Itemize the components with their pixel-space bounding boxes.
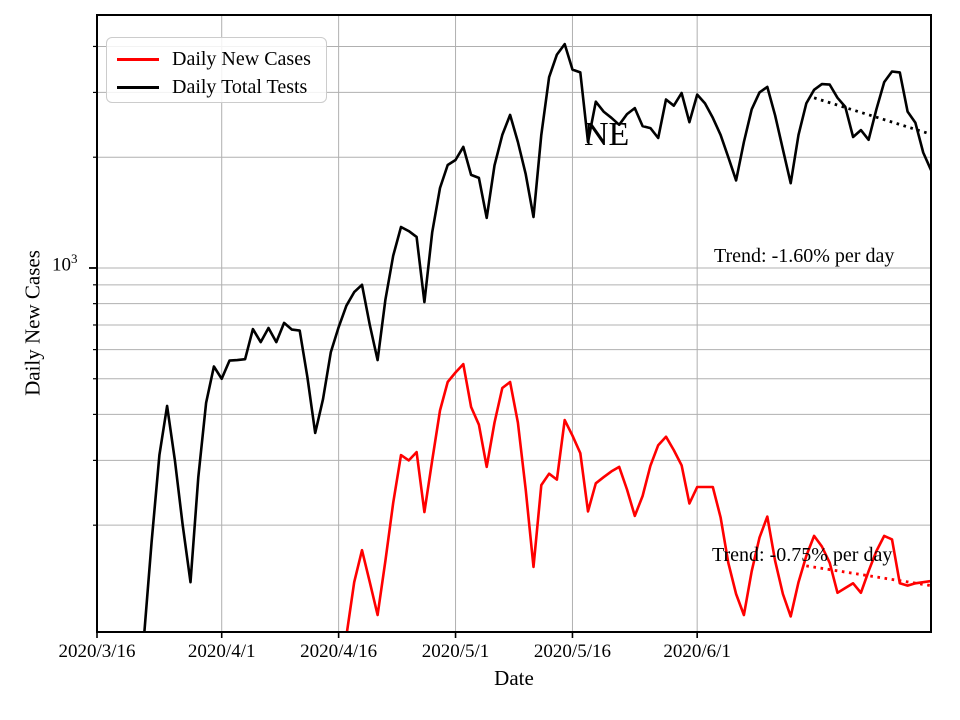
legend-label-tests: Daily Total Tests <box>172 75 308 98</box>
x-tick-label-1: 2020/4/1 <box>187 641 256 662</box>
state-annotation: NE <box>584 116 630 153</box>
x-tick-label-3: 2020/5/1 <box>421 641 490 662</box>
legend-line-sample-tests <box>117 85 159 89</box>
x-tick-label-5: 2020/6/1 <box>663 641 731 662</box>
tests-trend-dotted-line <box>813 96 931 136</box>
x-axis-title: Date <box>494 666 534 690</box>
legend-item-daily-new-cases: Daily New Cases <box>117 45 316 73</box>
series-line-daily-new-cases <box>345 362 931 632</box>
legend: Daily New Cases Daily Total Tests <box>106 37 327 103</box>
legend-item-daily-total-tests: Daily Total Tests <box>117 73 316 101</box>
x-tick-label-0: 2020/3/16 <box>58 641 136 662</box>
y-axis-title: Daily New Cases <box>20 250 45 396</box>
series-line-daily-total-tests <box>143 42 931 632</box>
y-tick-label-1000: 103 <box>52 251 78 276</box>
x-tick-label-2: 2020/4/16 <box>300 641 378 662</box>
legend-line-sample-cases <box>117 57 159 61</box>
cases-trend-label: Trend: -0.75% per day <box>712 544 893 566</box>
plot-border <box>96 14 932 633</box>
x-tick-label-4: 2020/5/16 <box>533 641 611 662</box>
legend-label-cases: Daily New Cases <box>172 47 311 70</box>
tests-trend-label: Trend: -1.60% per day <box>714 245 895 267</box>
